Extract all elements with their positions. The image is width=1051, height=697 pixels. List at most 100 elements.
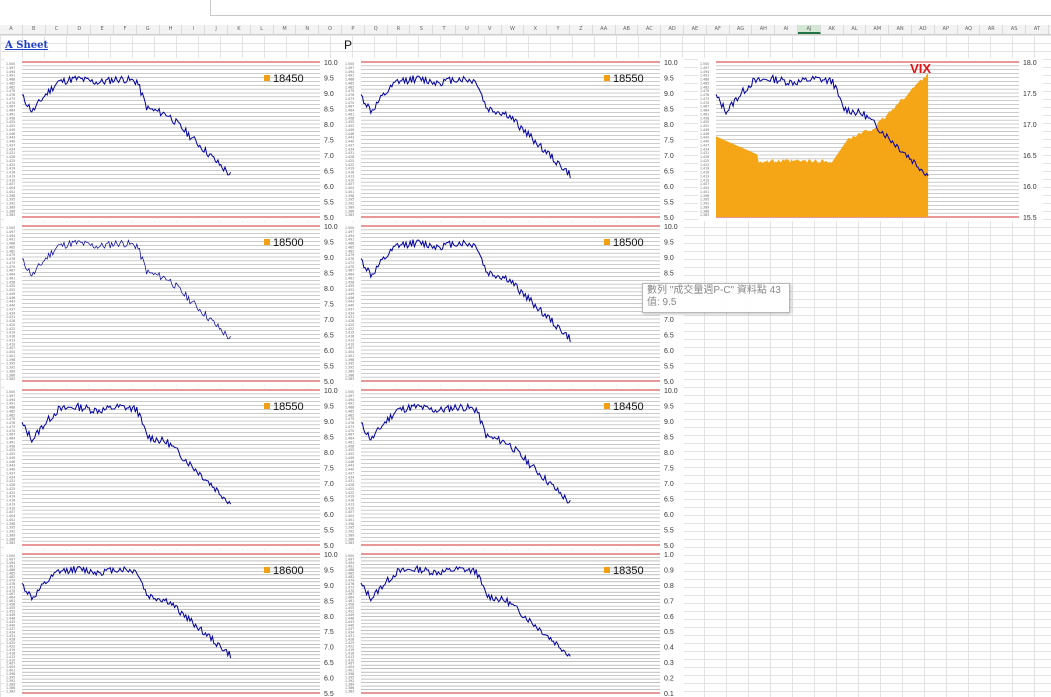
chart-18450-top[interactable]: 1.500 1.497 1.494 1.491 1.488 1.485 1.482 1.479… — [4, 58, 344, 221]
y-tick-label: 9.5 — [324, 76, 334, 83]
column-header-ar[interactable]: AR — [980, 25, 1004, 34]
column-header-al[interactable]: AL — [844, 25, 867, 34]
left-tick-label: 1.410 — [6, 658, 15, 662]
chart-18550-top[interactable]: 1.500 1.497 1.494 1.491 1.488 1.485 1.482 1.479… — [343, 58, 684, 221]
left-tick-label: 1.494 — [345, 561, 354, 565]
left-tick-label: 1.407 — [6, 346, 15, 350]
y-tick-label: 10.0 — [324, 224, 338, 231]
column-header-a[interactable]: A — [0, 25, 23, 34]
chart-vix[interactable]: 1.500 1.497 1.494 1.491 1.488 1.485 1.482 1.479… — [698, 58, 1043, 221]
column-header-ac[interactable]: AC — [638, 25, 662, 34]
column-header-e[interactable]: E — [91, 25, 114, 34]
left-tick-label: 1.470 — [6, 589, 15, 593]
y-tick-label: 7.5 — [324, 302, 334, 309]
chart-18550-mid[interactable]: 1.500 1.497 1.494 1.491 1.488 1.485 1.482 1.479… — [4, 386, 344, 549]
tooltip-line2: 值: 9.5 — [647, 297, 677, 308]
chart-18600[interactable]: 1.500 1.497 1.494 1.491 1.488 1.485 1.482 1.479… — [4, 550, 344, 697]
column-header-o[interactable]: O — [319, 25, 342, 34]
left-tick-label: 1.446 — [345, 132, 354, 136]
left-tick-label: 1.476 — [345, 421, 354, 425]
y-tick-label: 0.6 — [664, 614, 674, 621]
left-tick-label: 1.389 — [6, 533, 15, 537]
column-header-ak[interactable]: AK — [821, 25, 844, 34]
left-tick-label: 1.458 — [6, 116, 15, 120]
column-header-x[interactable]: X — [524, 25, 548, 34]
column-header-aj[interactable]: AJ — [798, 25, 821, 34]
column-header-ag[interactable]: AG — [730, 25, 753, 34]
column-header-ab[interactable]: AB — [616, 25, 639, 34]
column-header-ad[interactable]: AD — [661, 25, 684, 34]
y-tick-label: 8.0 — [664, 122, 674, 129]
chart-18500-right[interactable]: 1.500 1.497 1.494 1.491 1.488 1.485 1.482 1.479… — [343, 222, 684, 385]
column-header-aa[interactable]: AA — [593, 25, 616, 34]
column-header-t[interactable]: T — [433, 25, 456, 34]
column-header-d[interactable]: D — [68, 25, 92, 34]
y-tick-label: 6.5 — [664, 497, 674, 504]
left-tick-label: 1.497 — [6, 230, 15, 234]
column-header-l[interactable]: L — [251, 25, 274, 34]
left-tick-label: 1.494 — [6, 70, 15, 74]
left-tick-label: 1.422 — [6, 644, 15, 648]
left-tick-label: 1.473 — [345, 97, 354, 101]
y-tick-label: 5.5 — [664, 200, 674, 207]
left-tick-label: 1.389 — [6, 205, 15, 209]
column-header-s[interactable]: S — [410, 25, 434, 34]
column-header-i[interactable]: I — [182, 25, 206, 34]
column-header-z[interactable]: Z — [570, 25, 593, 34]
left-tick-label: 1.398 — [345, 522, 354, 526]
column-header-b[interactable]: B — [23, 25, 46, 34]
left-tick-label: 1.440 — [345, 468, 354, 472]
column-header-g[interactable]: G — [137, 25, 160, 34]
column-header-an[interactable]: AN — [889, 25, 912, 34]
left-tick-label: 1.473 — [345, 261, 354, 265]
column-header-u[interactable]: U — [456, 25, 479, 34]
column-header-k[interactable]: K — [228, 25, 251, 34]
column-header-w[interactable]: W — [502, 25, 525, 34]
left-tick-label: 1.467 — [6, 105, 15, 109]
column-header-n[interactable]: N — [296, 25, 320, 34]
chart-18500-left[interactable]: 1.500 1.497 1.494 1.491 1.488 1.485 1.482 1.479… — [4, 222, 344, 385]
price-line — [360, 564, 571, 657]
column-header-h[interactable]: H — [160, 25, 183, 34]
left-tick-label: 1.491 — [345, 74, 354, 78]
left-tick-label: 1.437 — [345, 143, 354, 147]
formula-bar[interactable] — [210, 0, 1051, 16]
chart-18350[interactable]: 1.500 1.497 1.494 1.491 1.488 1.485 1.482 1.479… — [343, 550, 684, 697]
column-header-ao[interactable]: AO — [912, 25, 935, 34]
column-header-v[interactable]: V — [479, 25, 502, 34]
column-header-as[interactable]: AS — [1003, 25, 1026, 34]
column-header-at[interactable]: AT — [1026, 25, 1049, 34]
left-tick-label: 1.500 — [345, 226, 354, 230]
chart-18450-mid[interactable]: 1.500 1.497 1.494 1.491 1.488 1.485 1.482 1.479… — [343, 386, 684, 549]
column-header-m[interactable]: M — [274, 25, 297, 34]
y-tick-label: 7.5 — [324, 138, 334, 145]
left-tick-label: 1.419 — [345, 331, 354, 335]
left-tick-label: 1.482 — [6, 413, 15, 417]
column-header-ah[interactable]: AH — [752, 25, 776, 34]
column-header-am[interactable]: AM — [866, 25, 890, 34]
column-header-j[interactable]: J — [205, 25, 228, 34]
column-header-c[interactable]: C — [46, 25, 69, 34]
left-tick-label: 1.413 — [6, 338, 15, 342]
left-tick-label: 1.428 — [345, 319, 354, 323]
left-tick-label: 1.404 — [345, 665, 354, 669]
left-tick-label: 1.479 — [345, 578, 354, 582]
column-header-aq[interactable]: AQ — [958, 25, 981, 34]
sheet-link[interactable]: A Sheet — [5, 40, 49, 51]
column-header-ai[interactable]: AI — [775, 25, 798, 34]
y-tick-label: 9.5 — [324, 567, 334, 574]
column-header-q[interactable]: Q — [365, 25, 388, 34]
column-header-f[interactable]: F — [114, 25, 137, 34]
column-header-ae[interactable]: AE — [684, 25, 707, 34]
column-header-r[interactable]: R — [388, 25, 411, 34]
column-header-af[interactable]: AF — [707, 25, 730, 34]
y-tick-label: 10.0 — [324, 388, 338, 395]
left-tick-label: 1.497 — [6, 66, 15, 70]
left-tick-label: 1.416 — [345, 651, 354, 655]
left-tick-label: 1.452 — [345, 452, 354, 456]
left-tick-label: 1.467 — [700, 105, 709, 109]
column-header-ap[interactable]: AP — [935, 25, 958, 34]
left-tick-label: 1.395 — [345, 676, 354, 680]
column-header-p[interactable]: P — [342, 25, 365, 34]
column-header-y[interactable]: Y — [547, 25, 570, 34]
